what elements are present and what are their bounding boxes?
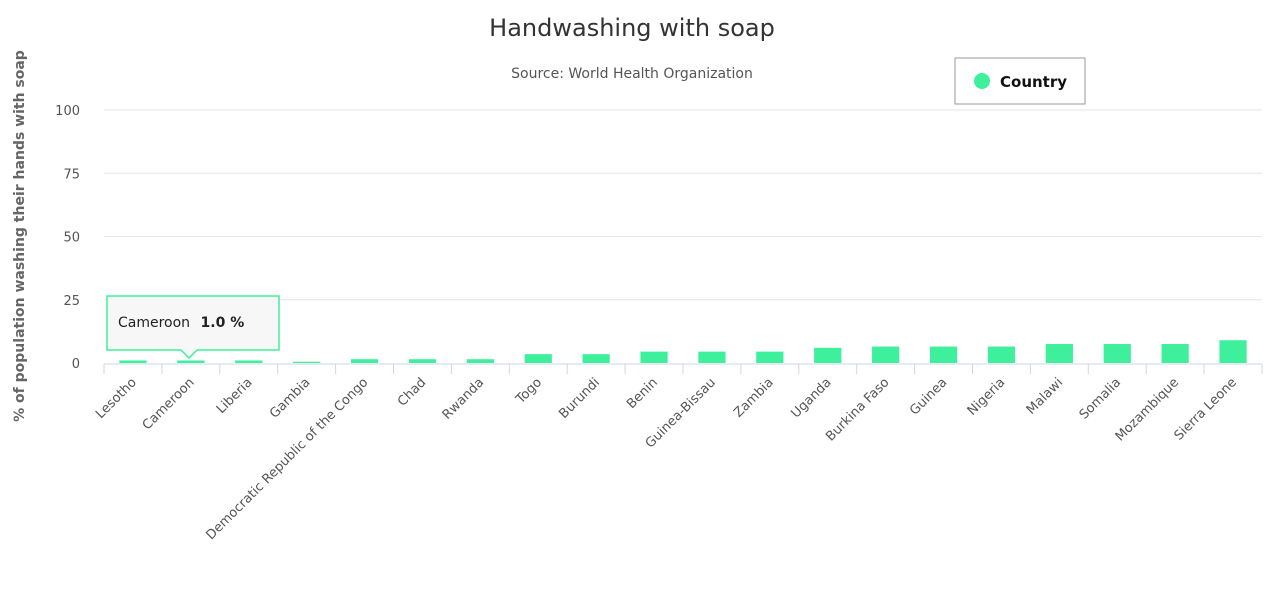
x-tick-label: Somalia [1077, 375, 1124, 422]
chart-subtitle: Source: World Health Organization [511, 66, 753, 82]
bar-liberia[interactable] [235, 360, 263, 363]
bar-benin[interactable] [640, 351, 668, 363]
bar-guinea[interactable] [929, 346, 958, 363]
tooltip: Cameroon 1.0 % [106, 295, 280, 360]
x-tick-label: Lesotho [93, 375, 140, 422]
x-tick-label: Benin [624, 375, 661, 412]
x-tick-label: Zambia [731, 375, 777, 421]
bar-nigeria[interactable] [987, 346, 1016, 363]
y-tick-label: 25 [63, 294, 80, 309]
legend[interactable]: Country [954, 57, 1086, 105]
y-tick-label: 75 [63, 167, 80, 182]
x-tick-label: Sierra Leone [1172, 375, 1240, 443]
y-axis-label: % of population washing their hands with… [12, 50, 28, 422]
x-tick-label: Rwanda [440, 375, 487, 422]
x-tick-label: Malawi [1024, 375, 1066, 417]
bar-uganda[interactable] [814, 347, 842, 363]
y-tick-label: 50 [63, 231, 80, 246]
bar-rwanda[interactable] [466, 359, 494, 363]
bar-somalia[interactable] [1103, 344, 1131, 363]
bar-gambia[interactable] [293, 361, 321, 363]
tooltip-category: Cameroon [118, 315, 190, 331]
tooltip-value: 1.0 % [201, 315, 245, 331]
tooltip-box [106, 295, 280, 360]
bar-democratic-republic-of-the-congo[interactable] [350, 359, 379, 363]
bar-burundi[interactable] [582, 354, 610, 363]
x-tick-label: Uganda [788, 375, 834, 421]
x-tick-label: Liberia [214, 375, 256, 417]
bar-malawi[interactable] [1045, 344, 1073, 363]
x-tick-label: Guinea [907, 375, 950, 418]
x-axis [103, 363, 1263, 374]
y-tick-label: 100 [55, 104, 80, 119]
x-tick-label: Gambia [267, 375, 313, 421]
x-tick-label: Cameroon [140, 375, 198, 433]
tooltip-text: Cameroon 1.0 % [118, 315, 244, 331]
bar-chad[interactable] [408, 359, 437, 363]
bar-cameroon[interactable] [177, 360, 205, 363]
legend-marker-icon [974, 73, 990, 89]
chart-title: Handwashing with soap [489, 14, 775, 42]
x-tick-label: Burundi [556, 375, 603, 422]
bar-burkina-faso[interactable] [872, 346, 900, 363]
y-tick-label: 0 [72, 357, 80, 372]
bar-togo[interactable] [524, 354, 552, 363]
x-tick-label: Nigeria [965, 375, 1008, 418]
bar-zambia[interactable] [756, 351, 784, 363]
legend-item-country[interactable]: Country [1000, 73, 1067, 91]
x-tick-label: Togo [513, 375, 545, 407]
bar-lesotho[interactable] [119, 360, 147, 363]
bar-mozambique[interactable] [1161, 344, 1189, 363]
bar-sierra-leone[interactable] [1219, 340, 1247, 363]
grid-layer: 0 25 50 75 100 [55, 104, 1262, 372]
bar-guinea-bissau[interactable] [698, 351, 726, 363]
bars-layer [119, 340, 1247, 363]
x-tick-label: Chad [395, 375, 429, 409]
